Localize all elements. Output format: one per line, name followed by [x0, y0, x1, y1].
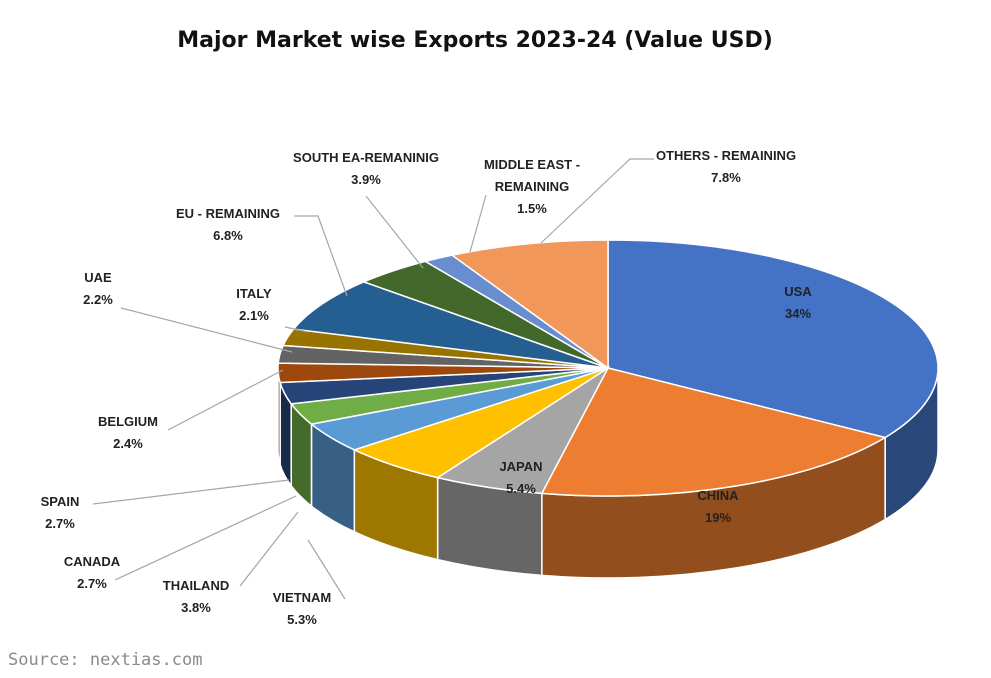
source-note: Source: nextias.com	[8, 650, 203, 670]
leader-line-belgium	[167, 369, 284, 431]
slice-value-vietnam: 5.3%	[287, 612, 317, 627]
leader-line-italy	[284, 326, 309, 333]
slice-label-eu-remaining: EU - REMAINING	[176, 206, 280, 221]
slice-labels: USA 34% CHINA 19% JAPAN 5.4% VIETNAM 5.3% THAILA…	[41, 148, 813, 627]
slice-label-south-ea-remaninig: SOUTH EA-REMANINIG	[293, 150, 439, 165]
pie-slice-eu-remaining	[292, 281, 609, 369]
leader-line-middle-east-remaining	[469, 194, 487, 253]
chart-title: Major Market wise Exports 2023-24 (Value…	[177, 28, 773, 53]
pie-slice-china	[540, 367, 888, 497]
leader-line-spain	[92, 479, 290, 505]
leader-line-vietnam	[307, 539, 346, 600]
slice-value-belgium: 2.4%	[113, 436, 143, 451]
leader-line-canada	[114, 495, 297, 581]
slice-label-usa: USA	[784, 284, 812, 299]
slice-label-uae: UAE	[84, 270, 112, 285]
slice-value-canada: 2.7%	[77, 576, 107, 591]
pie-top-slices	[277, 239, 939, 497]
slice-value-south-ea-remaninig: 3.9%	[351, 172, 381, 187]
slice-value-middle-east-remaining: 1.5%	[517, 201, 547, 216]
slice-value-italy: 2.1%	[239, 308, 269, 323]
leader-line-uae	[120, 307, 293, 353]
slice-value-thailand: 3.8%	[181, 600, 211, 615]
slice-label-canada: CANADA	[64, 554, 121, 569]
leader-line-south-ea-remaninig	[365, 195, 424, 269]
slice-label-japan: JAPAN	[499, 459, 542, 474]
slice-label-belgium: BELGIUM	[98, 414, 158, 429]
pie-slice-others-remaining	[450, 239, 609, 370]
slice-value-china: 19%	[705, 510, 731, 525]
slice-label-vietnam: VIETNAM	[273, 590, 332, 605]
slice-value-uae: 2.2%	[83, 292, 113, 307]
slice-label-thailand: THAILAND	[163, 578, 229, 593]
slice-value-japan: 5.4%	[506, 481, 536, 496]
slice-label-china: CHINA	[697, 488, 739, 503]
slice-label-spain: SPAIN	[41, 494, 80, 509]
slice-value-usa: 34%	[785, 306, 811, 321]
slice-value-others-remaining: 7.8%	[711, 170, 741, 185]
slice-label-middle-east-remaining-line-1: MIDDLE EAST -	[484, 157, 580, 172]
slice-label-middle-east-remaining-line-2: REMAINING	[495, 179, 569, 194]
leader-line-thailand	[239, 511, 299, 587]
slice-value-spain: 2.7%	[45, 516, 75, 531]
slice-label-italy: ITALY	[236, 286, 272, 301]
slice-value-eu-remaining: 6.8%	[213, 228, 243, 243]
slice-label-others-remaining: OTHERS - REMAINING	[656, 148, 796, 163]
leader-line-others-remaining	[540, 158, 654, 244]
leader-lines	[92, 158, 654, 600]
leader-line-eu-remaining	[294, 215, 348, 297]
